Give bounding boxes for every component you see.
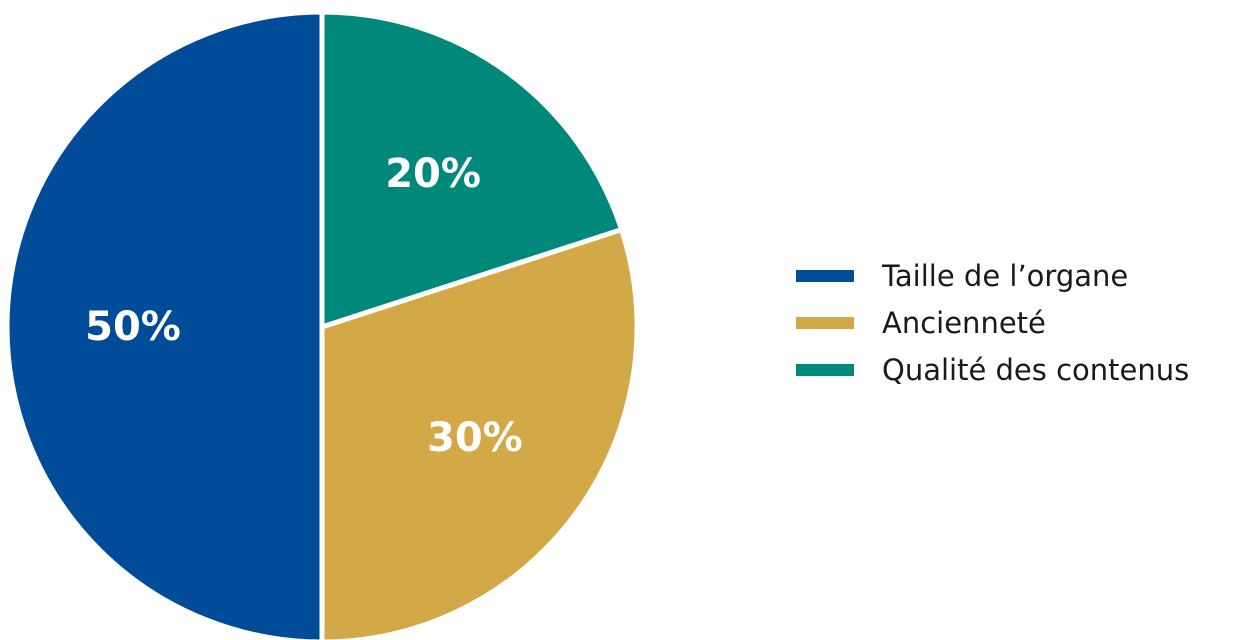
pie-slice-label-2: 30% [427, 415, 523, 461]
pie-slice-2 [319, 226, 640, 640]
legend-swatch-1 [796, 270, 854, 282]
pie-slice-label-3: 20% [385, 151, 481, 197]
pie-slice-1 [4, 9, 325, 640]
legend-swatch-3 [796, 364, 854, 376]
legend-label-2: Ancienneté [882, 306, 1046, 340]
legend: Taille de l’organe Ancienneté Qualité des … [796, 259, 1189, 387]
legend-swatch-2 [796, 317, 854, 329]
legend-label-3: Qualité des contenus [882, 353, 1189, 387]
legend-label-1: Taille de l’organe [881, 259, 1128, 293]
pie-slices [4, 9, 640, 640]
pie-slice-labels: 20% 30% 50% [85, 151, 523, 461]
pie-slice-3 [319, 9, 625, 331]
pie-slice-label-1: 50% [85, 304, 181, 350]
